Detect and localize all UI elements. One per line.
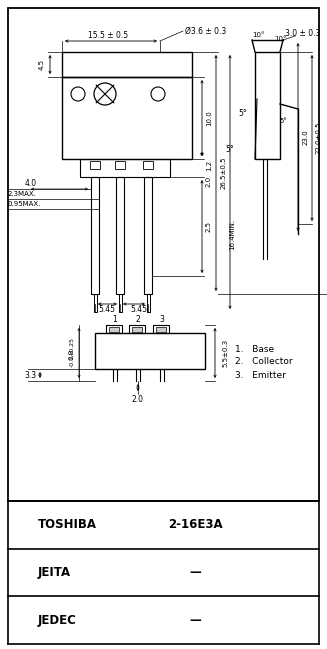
Text: Ø3.6 ± 0.3: Ø3.6 ± 0.3 <box>185 27 226 36</box>
Bar <box>90 161 100 169</box>
Text: 2.5: 2.5 <box>206 221 212 232</box>
Text: 15.5 ± 0.5: 15.5 ± 0.5 <box>88 32 128 40</box>
Bar <box>143 161 153 169</box>
Text: -0.1: -0.1 <box>70 355 75 367</box>
Text: 3.3: 3.3 <box>24 371 36 380</box>
Text: 1.   Base: 1. Base <box>235 345 274 354</box>
Text: 1.2: 1.2 <box>206 160 212 171</box>
Bar <box>62 52 192 77</box>
Text: 3.   Emitter: 3. Emitter <box>235 371 286 380</box>
Bar <box>8 8 319 501</box>
Bar <box>132 327 142 332</box>
Text: 1: 1 <box>112 315 117 324</box>
Text: 5.45: 5.45 <box>98 304 115 313</box>
Text: JEDEC: JEDEC <box>38 614 77 627</box>
Bar <box>116 177 124 294</box>
Text: 23.0: 23.0 <box>303 129 309 145</box>
Text: 3: 3 <box>160 315 164 324</box>
Text: 2.0: 2.0 <box>132 395 144 404</box>
Text: —: — <box>189 614 201 627</box>
Bar <box>156 327 166 332</box>
Text: 3.0 ± 0.3: 3.0 ± 0.3 <box>285 29 321 38</box>
Bar <box>106 325 122 333</box>
Text: 4.0: 4.0 <box>25 180 37 188</box>
Text: 5°: 5° <box>226 145 234 154</box>
Text: 16.4MIN.: 16.4MIN. <box>229 219 235 250</box>
Text: 5°: 5° <box>279 118 287 124</box>
Text: 2.   Collector: 2. Collector <box>235 358 293 367</box>
Bar <box>146 294 149 312</box>
Bar <box>144 177 152 294</box>
Bar <box>80 159 170 177</box>
Text: JEITA: JEITA <box>38 566 71 579</box>
Text: 2-16E3A: 2-16E3A <box>168 519 222 532</box>
Bar <box>255 52 280 159</box>
Text: 10°: 10° <box>274 36 286 42</box>
Text: 5°: 5° <box>239 110 247 119</box>
Text: 22.0±0.5: 22.0±0.5 <box>316 122 322 154</box>
Text: 10.0: 10.0 <box>206 110 212 126</box>
Bar <box>129 325 145 333</box>
Text: 5.5±0.3: 5.5±0.3 <box>222 339 228 367</box>
Bar <box>153 325 169 333</box>
Bar <box>109 327 119 332</box>
Bar <box>118 294 122 312</box>
Bar <box>62 77 192 159</box>
Text: 26.5±0.5: 26.5±0.5 <box>221 157 227 190</box>
Text: 2.3MAX.: 2.3MAX. <box>8 191 37 197</box>
Text: 4.5: 4.5 <box>39 60 45 71</box>
Text: 10°: 10° <box>252 32 264 38</box>
Text: +0.25: +0.25 <box>70 337 75 356</box>
Text: 5.45: 5.45 <box>130 304 147 313</box>
Text: 0.95MAX.: 0.95MAX. <box>8 201 42 207</box>
Bar <box>115 161 125 169</box>
Text: 2.0: 2.0 <box>206 175 212 186</box>
Text: TOSHIBA: TOSHIBA <box>38 519 97 532</box>
Text: 0.9: 0.9 <box>69 349 75 360</box>
Text: 2: 2 <box>136 315 140 324</box>
Bar <box>94 294 96 312</box>
Bar <box>95 333 205 369</box>
Bar <box>91 177 99 294</box>
Text: —: — <box>189 566 201 579</box>
